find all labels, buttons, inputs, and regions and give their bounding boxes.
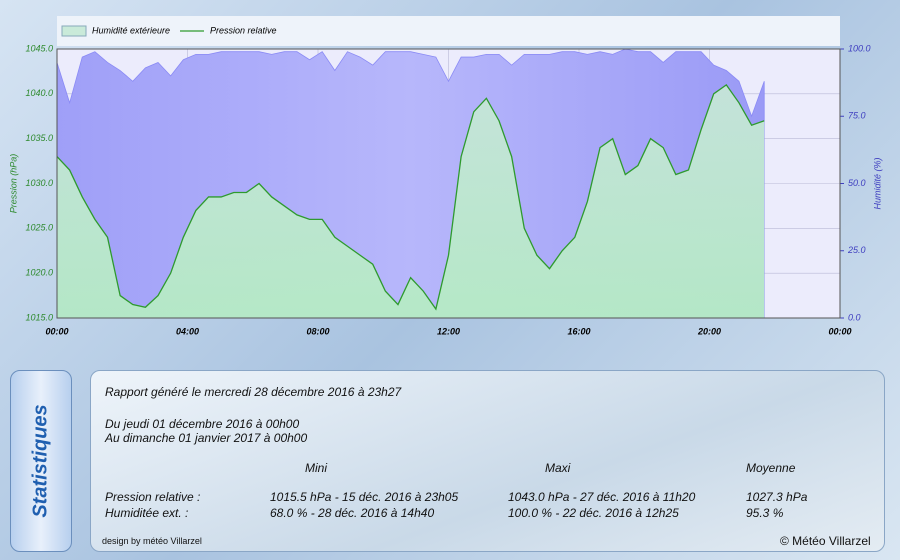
y2-tick-label: 50.0	[848, 178, 866, 188]
x-tick-label: 00:00	[45, 326, 68, 336]
y2-tick-label: 100.0	[848, 43, 871, 53]
pressure-fill	[57, 84, 765, 318]
y-tick-label: 1040.0	[25, 88, 53, 98]
x-tick-label: 06/12	[176, 338, 199, 340]
period: Du jeudi 01 décembre 2016 à 00h00	[105, 417, 300, 431]
x-tick-label: 01/01	[829, 338, 852, 340]
cell: 95.3 %	[746, 506, 784, 520]
x-tick-label: 00:00	[828, 326, 851, 336]
y-tick-label: 1025.0	[25, 223, 53, 233]
x-tick-label: 12:00	[437, 326, 460, 336]
y-axis-title: Pression (hPa)	[8, 154, 18, 214]
y2-axis-title: Humidité (%)	[872, 157, 882, 209]
y2-tick-label: 0.0	[848, 312, 861, 322]
x-tick-label: 20:00	[697, 326, 721, 336]
y2-tick-label: 25.0	[847, 245, 866, 255]
x-tick-label: 16/12	[437, 338, 460, 340]
cell: 1027.3 hPa	[746, 490, 808, 504]
header: Maxi	[545, 461, 571, 475]
credit: design by météo Villarzel	[102, 536, 202, 546]
cell: Humiditée ext. :	[105, 506, 189, 520]
x-tick-label: 04:00	[176, 326, 199, 336]
stats-panel	[90, 370, 885, 552]
report: Rapport généré le mercredi 28 décembre 2…	[105, 385, 402, 399]
legend-swatch	[61, 25, 87, 37]
legend-label: Pression relative	[210, 25, 277, 35]
cell: 1043.0 hPa - 27 déc. 2016 à 11h20	[508, 490, 696, 504]
plot-frame	[56, 48, 841, 319]
y2-tick-label: 75.0	[848, 111, 866, 121]
legend-band	[57, 16, 840, 46]
cell: 100.0 % - 22 déc. 2016 à 12h25	[508, 506, 679, 520]
cell: 1015.5 hPa - 15 déc. 2016 à 23h05	[270, 490, 459, 504]
x-tick-label: 21/12	[567, 338, 591, 340]
copyright: © Météo Villarzel	[780, 534, 871, 548]
cell: Pression relative :	[105, 490, 201, 504]
period: Au dimanche 01 janvier 2017 à 00h00	[105, 431, 308, 445]
x-tick-label: 26/12	[697, 338, 721, 340]
y-tick-label: 1020.0	[25, 268, 53, 278]
pressure-line	[56, 83, 765, 311]
x-tick-label: 01/12	[46, 338, 69, 340]
legend-label: Humidité extérieure	[92, 25, 170, 35]
x-tick-label: 16:00	[567, 326, 590, 336]
x-tick-label: 11/12	[307, 338, 329, 340]
header: Mini	[305, 461, 328, 475]
x-tick-label: 08:00	[306, 326, 329, 336]
y-tick-label: 1045.0	[25, 43, 53, 53]
header: Moyenne	[746, 461, 796, 475]
y-tick-label: 1030.0	[25, 178, 53, 188]
tab-label: Statistiques	[29, 404, 52, 518]
y-tick-label: 1015.0	[25, 312, 53, 322]
cell: 68.0 % - 28 déc. 2016 à 14h40	[270, 506, 435, 520]
chart: 00:00 01/12 04:00 06/12 08:00 11/12 12:00 16/12…	[8, 16, 882, 340]
stats-tab: Statistiques	[10, 370, 72, 552]
y-tick-label: 1035.0	[25, 133, 53, 143]
